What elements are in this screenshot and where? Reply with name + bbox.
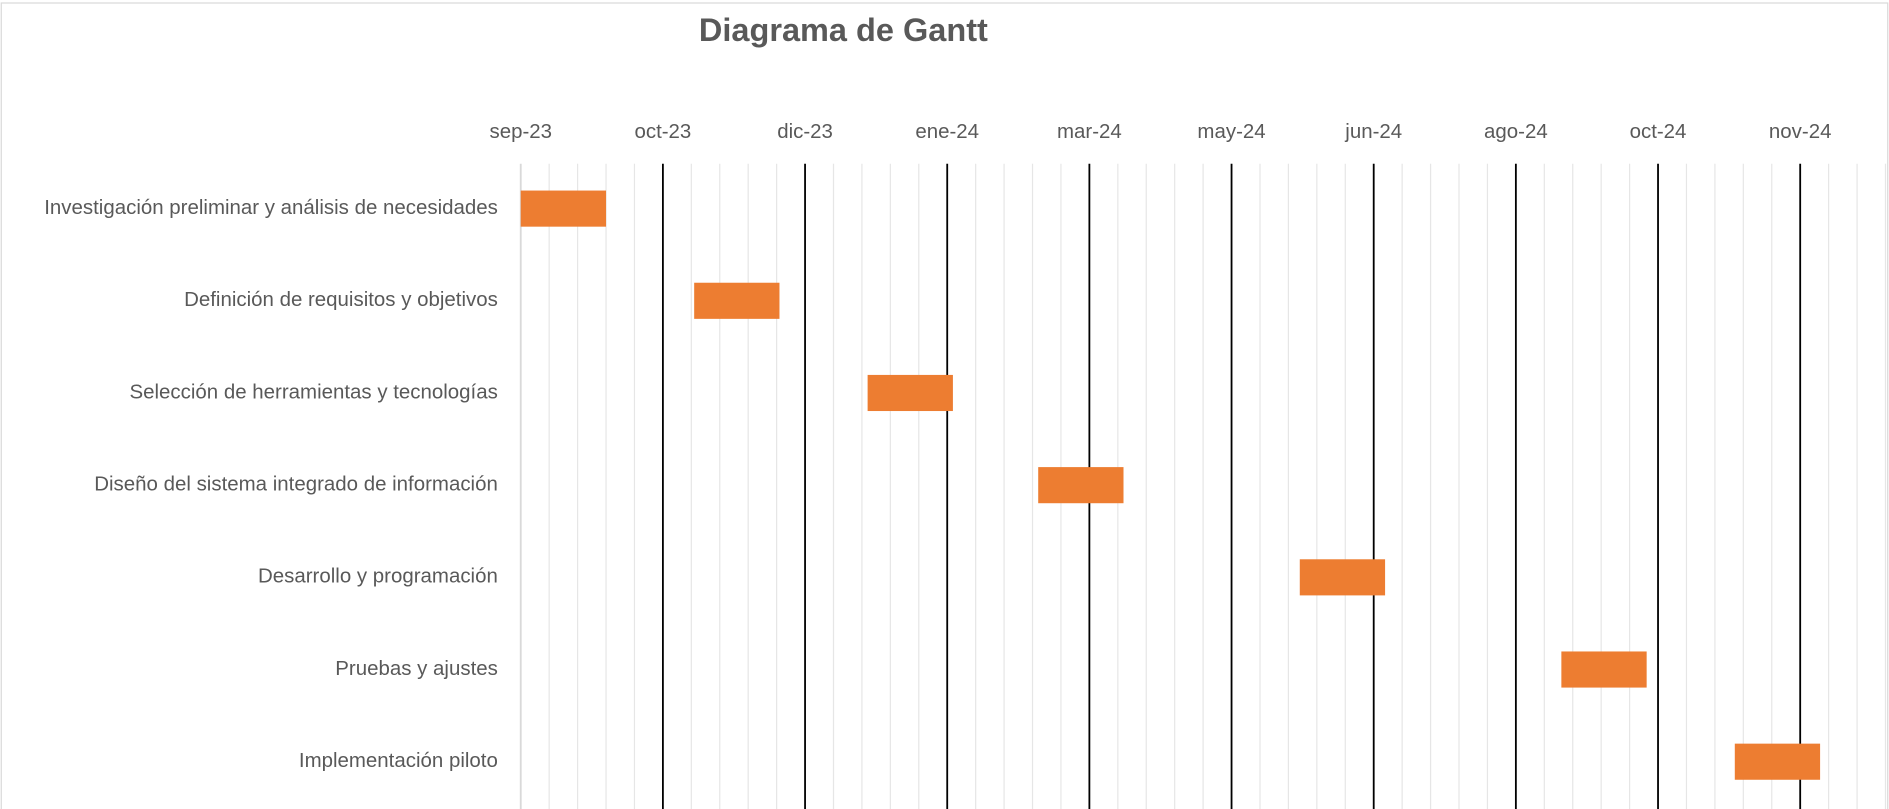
y-tick-label: Selección de herramientas y tecnologías [129,380,497,403]
x-tick-label: ago-24 [1484,120,1548,143]
gantt-bar [1299,559,1386,596]
x-tick-label: sep-23 [489,120,552,143]
gantt-bar [694,282,780,319]
x-tick-label: ene-24 [915,120,979,143]
x-tick-label: oct-23 [634,120,691,143]
gantt-bar [520,190,607,227]
y-tick-label: Pruebas y ajustes [335,657,498,680]
x-tick-label: nov-24 [1769,120,1832,143]
y-tick-label: Diseño del sistema integrado de informac… [94,473,498,496]
gantt-bar [1734,743,1821,780]
y-tick-label: Definición de requisitos y objetivos [184,288,498,311]
y-tick-label: Investigación preliminar y análisis de n… [44,196,498,219]
y-tick-label: Desarrollo y programación [258,565,498,588]
x-tick-label: mar-24 [1057,120,1122,143]
x-tick-label: jun-24 [1344,120,1402,143]
x-tick-label: oct-24 [1630,120,1687,143]
chart-title: Diagrama de Gantt [699,12,988,48]
x-tick-label: dic-23 [777,120,833,143]
x-tick-label: may-24 [1197,120,1265,143]
gantt-bar [867,374,953,412]
gantt-bar [1038,467,1124,504]
gantt-bar [1561,651,1647,688]
y-tick-label: Implementación piloto [299,749,498,772]
